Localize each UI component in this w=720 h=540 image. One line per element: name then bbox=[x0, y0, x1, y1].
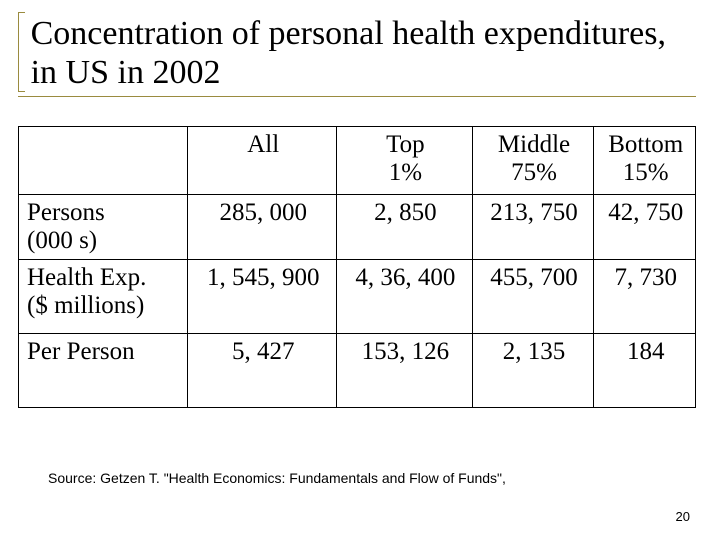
table-cell: 285, 000 bbox=[188, 195, 337, 260]
table-header-cell bbox=[19, 127, 188, 195]
table-cell: 213, 750 bbox=[472, 195, 594, 260]
table-cell: 1, 545, 900 bbox=[188, 260, 337, 334]
table-header-cell: Top1% bbox=[337, 127, 472, 195]
table-header-cell: All bbox=[188, 127, 337, 195]
table-cell: 184 bbox=[594, 334, 696, 408]
source-citation: Source: Getzen T. "Health Economics: Fun… bbox=[48, 470, 506, 486]
data-table: All Top1% Middle75% Bottom15% Persons(00… bbox=[18, 126, 696, 408]
row-label: Health Exp.($ millions) bbox=[19, 260, 188, 334]
table-row: Per Person 5, 427 153, 126 2, 135 184 bbox=[19, 334, 696, 408]
table-row: Health Exp.($ millions) 1, 545, 900 4, 3… bbox=[19, 260, 696, 334]
table-cell: 7, 730 bbox=[594, 260, 696, 334]
title-block: Concentration of personal health expendi… bbox=[18, 12, 696, 97]
table-row: Persons(000 s) 285, 000 2, 850 213, 750 … bbox=[19, 195, 696, 260]
table-cell: 5, 427 bbox=[188, 334, 337, 408]
table-cell: 4, 36, 400 bbox=[337, 260, 472, 334]
table-cell: 455, 700 bbox=[472, 260, 594, 334]
table-cell: 42, 750 bbox=[594, 195, 696, 260]
table-cell: 153, 126 bbox=[337, 334, 472, 408]
title-underline bbox=[18, 96, 696, 97]
row-label: Per Person bbox=[19, 334, 188, 408]
data-table-container: All Top1% Middle75% Bottom15% Persons(00… bbox=[18, 126, 696, 408]
row-label: Persons(000 s) bbox=[19, 195, 188, 260]
title-accent-bar bbox=[18, 12, 25, 92]
slide-title: Concentration of personal health expendi… bbox=[31, 12, 696, 92]
table-header-cell: Bottom15% bbox=[594, 127, 696, 195]
table-header-cell: Middle75% bbox=[472, 127, 594, 195]
table-cell: 2, 135 bbox=[472, 334, 594, 408]
table-cell: 2, 850 bbox=[337, 195, 472, 260]
table-header-row: All Top1% Middle75% Bottom15% bbox=[19, 127, 696, 195]
page-number: 20 bbox=[676, 509, 690, 524]
